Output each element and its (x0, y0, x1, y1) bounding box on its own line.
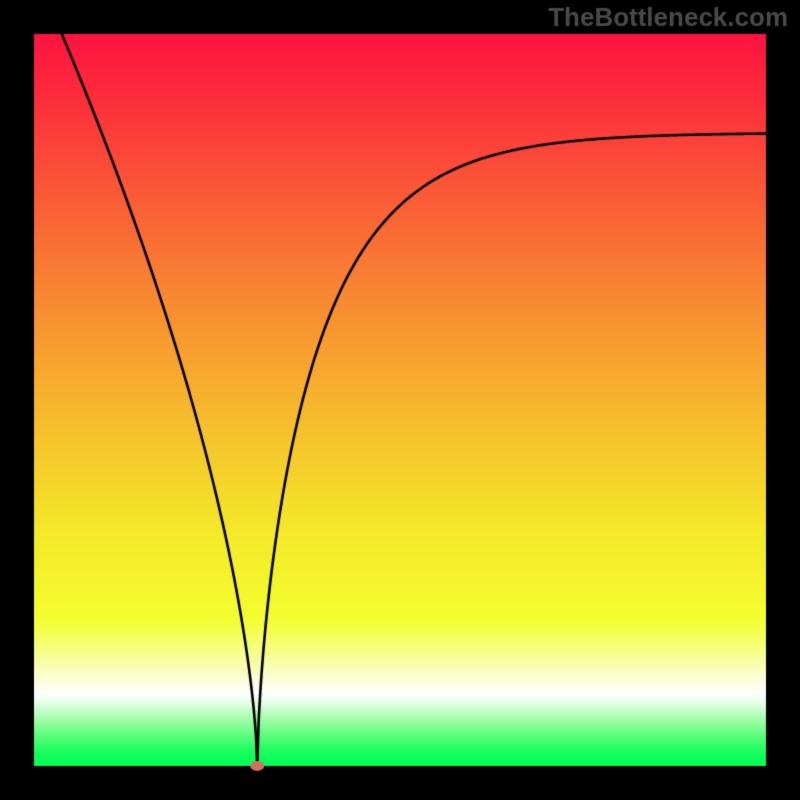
bottleneck-chart (0, 0, 800, 800)
